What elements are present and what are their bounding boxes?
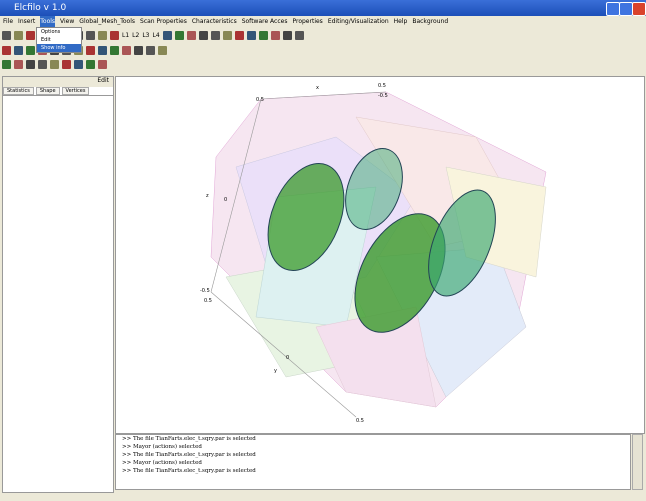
toolbar — [2, 58, 107, 70]
tool-icon[interactable] — [26, 59, 35, 69]
window-title: Elcfilo v 1.0 — [14, 3, 67, 13]
tool-label[interactable]: L2 — [132, 31, 140, 39]
axis-label: -0.5 — [378, 93, 388, 99]
tool-icon[interactable] — [98, 59, 107, 69]
tool-icon[interactable] — [246, 30, 256, 40]
menu-item[interactable]: Software Acces — [241, 18, 288, 25]
tool-icon[interactable] — [270, 30, 280, 40]
tool-icon[interactable] — [146, 45, 155, 55]
axis-label: 0.5 — [256, 97, 264, 103]
tool-label[interactable]: L4 — [152, 31, 160, 39]
menu-item[interactable]: Global_Mesh_Tools — [79, 18, 136, 25]
tool-icon[interactable] — [74, 59, 83, 69]
tool-icon[interactable] — [222, 30, 232, 40]
axis-label: 0 — [286, 355, 289, 361]
ellipsoids — [267, 148, 496, 333]
menu-bar: File Insert Tools View Global_Mesh_Tools Scan… — [0, 16, 646, 27]
tool-icon[interactable] — [162, 30, 172, 40]
toolbar — [2, 44, 167, 56]
tool-icon[interactable] — [122, 45, 131, 55]
tool-label[interactable]: L1 — [122, 31, 130, 39]
tool-icon[interactable] — [158, 45, 167, 55]
tool-icon[interactable] — [294, 30, 304, 40]
tool-icon[interactable] — [62, 59, 71, 69]
close-button[interactable] — [632, 2, 646, 16]
dropdown-item[interactable]: Options — [41, 29, 61, 35]
tab[interactable]: Shape — [35, 87, 60, 95]
tool-icon[interactable] — [2, 45, 11, 55]
tool-icon[interactable] — [198, 30, 208, 40]
panel-header: Edit — [3, 77, 113, 87]
tool-icon[interactable] — [50, 59, 59, 69]
menu-item[interactable]: Background — [412, 18, 449, 25]
tool-icon[interactable] — [98, 45, 107, 55]
tool-icon[interactable] — [86, 59, 95, 69]
tool-icon[interactable] — [98, 30, 107, 40]
console-line: >> Mayor (actions) selected — [122, 444, 202, 450]
tool-icon[interactable] — [258, 30, 268, 40]
menu-item[interactable]: Properties — [292, 18, 323, 25]
tool-icon[interactable] — [2, 59, 11, 69]
tool-icon[interactable] — [110, 45, 119, 55]
axis-label: y — [274, 368, 277, 374]
menu-item[interactable]: Help — [393, 18, 408, 25]
axis-label: 0 — [224, 197, 227, 203]
axis-label: 0.5 — [204, 298, 212, 304]
dropdown-menu: Options Edit Show info — [36, 27, 82, 53]
tool-icon[interactable] — [234, 30, 244, 40]
axis-label: 0.5 — [356, 418, 364, 424]
tool-icon[interactable] — [134, 45, 143, 55]
maximize-button[interactable] — [619, 2, 633, 16]
tool-icon[interactable] — [2, 30, 11, 40]
menu-item[interactable]: Characteristics — [191, 18, 237, 25]
tool-icon[interactable] — [14, 45, 23, 55]
3d-viewport[interactable]: 0.5 -0.5 0.5 x z 0 -0.5 0.5 y 0 0.5 — [115, 76, 645, 434]
tool-icon[interactable] — [186, 30, 196, 40]
console-line: >> The file TianFarts.elec_t.sqry.par is… — [122, 468, 256, 474]
scrollbar[interactable] — [632, 434, 643, 490]
axis-label: z — [206, 193, 209, 199]
tab[interactable]: Statistics — [3, 87, 34, 95]
console-line: >> The file TianFarts.elec_t.sqry.par is… — [122, 452, 256, 458]
menu-item[interactable]: Tools — [40, 16, 56, 27]
axis-label: -0.5 — [200, 288, 210, 294]
tool-icon[interactable] — [14, 30, 23, 40]
tool-label[interactable]: L3 — [142, 31, 150, 39]
tool-icon[interactable] — [26, 45, 35, 55]
tab[interactable]: Vertices — [61, 87, 90, 95]
tool-icon[interactable] — [26, 30, 35, 40]
left-panel: Edit Statistics Shape Vertices — [2, 76, 114, 493]
tool-icon[interactable] — [38, 59, 47, 69]
menu-item[interactable]: View — [60, 18, 75, 25]
axis-label: 0.5 — [378, 83, 386, 89]
bounding-box — [210, 91, 387, 418]
dropdown-item[interactable]: Show info — [37, 44, 81, 52]
tool-icon[interactable] — [210, 30, 220, 40]
axis-label: x — [316, 85, 319, 91]
tool-icon[interactable] — [86, 30, 95, 40]
menu-item[interactable]: Insert — [18, 18, 36, 25]
title-bar: Elcfilo v 1.0 — [0, 0, 646, 16]
tool-icon[interactable] — [174, 30, 184, 40]
tool-icon[interactable] — [86, 45, 95, 55]
menu-item[interactable]: File — [3, 18, 14, 25]
menu-item[interactable]: Scan Properties — [140, 18, 187, 25]
scene: 0.5 -0.5 0.5 x z 0 -0.5 0.5 y 0 0.5 — [200, 83, 547, 424]
tool-icon[interactable] — [14, 59, 23, 69]
console: >> The file TianFarts.elec_t.sqry.par is… — [115, 434, 631, 490]
tab-bar: Statistics Shape Vertices — [3, 87, 113, 96]
console-line: >> Mayor (actions) selected — [122, 460, 202, 466]
console-line: >> The file TianFarts.elec_t.sqry.par is… — [122, 436, 256, 442]
tool-icon[interactable] — [110, 30, 119, 40]
minimize-button[interactable] — [606, 2, 620, 16]
tool-icon[interactable] — [282, 30, 292, 40]
dropdown-item[interactable]: Edit — [41, 37, 51, 43]
menu-item[interactable]: Editing/Visualization — [327, 18, 389, 25]
